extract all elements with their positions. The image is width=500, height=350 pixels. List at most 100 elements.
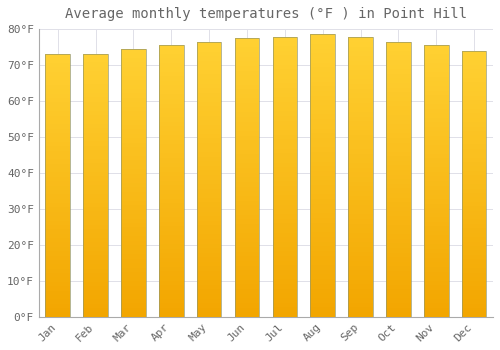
Bar [272,256,297,261]
Bar [121,107,146,111]
Bar [462,100,486,104]
Bar [462,74,486,78]
Bar [386,216,410,220]
Bar [386,92,410,97]
Bar [159,249,184,253]
Bar [348,238,373,242]
Bar [159,135,184,140]
Bar [462,273,486,277]
Bar [272,60,297,65]
Bar [310,218,335,223]
Bar [310,237,335,241]
Bar [272,219,297,223]
Bar [234,154,260,159]
Bar [46,120,70,124]
Bar [159,131,184,135]
Bar [234,117,260,122]
Bar [84,137,108,141]
Bar [462,158,486,162]
Bar [386,42,410,46]
Bar [159,44,184,317]
Bar [462,211,486,215]
Bar [424,91,448,95]
Bar [424,45,448,50]
Bar [159,72,184,76]
Bar [424,253,448,258]
Bar [121,236,146,241]
Bar [46,54,70,58]
Bar [234,224,260,229]
Bar [159,117,184,122]
Bar [348,303,373,308]
Bar [272,158,297,163]
Bar [310,232,335,237]
Bar [386,115,410,120]
Bar [272,97,297,102]
Bar [424,145,448,149]
Bar [310,246,335,251]
Bar [46,173,70,177]
Bar [159,253,184,258]
Bar [84,211,108,216]
Bar [462,197,486,202]
Bar [424,213,448,217]
Bar [84,124,108,128]
Bar [348,214,373,219]
Bar [310,133,335,138]
Bar [310,157,335,161]
Bar [46,142,70,146]
Bar [348,247,373,252]
Bar [234,266,260,270]
Bar [121,281,146,286]
Bar [197,65,222,70]
Bar [197,234,222,239]
Bar [348,233,373,238]
Bar [121,71,146,76]
Bar [310,105,335,110]
Bar [234,229,260,233]
Bar [159,262,184,267]
Bar [84,256,108,260]
Bar [159,172,184,176]
Bar [234,303,260,308]
Bar [310,86,335,91]
Bar [159,85,184,90]
Bar [310,53,335,58]
Bar [234,140,260,145]
Bar [272,37,297,41]
Bar [424,262,448,267]
Bar [348,266,373,270]
Bar [386,299,410,303]
Bar [197,289,222,294]
Bar [84,102,108,106]
Bar [462,69,486,74]
Bar [424,113,448,118]
Bar [159,185,184,190]
Bar [197,266,222,271]
Bar [462,228,486,233]
Bar [462,51,486,56]
Bar [46,124,70,129]
Bar [84,264,108,268]
Bar [46,260,70,264]
Bar [348,135,373,140]
Bar [348,107,373,112]
Bar [348,177,373,182]
Bar [234,261,260,266]
Bar [84,225,108,229]
Bar [84,242,108,247]
Bar [121,165,146,169]
Bar [462,246,486,251]
Bar [272,214,297,219]
Bar [272,153,297,158]
Bar [462,82,486,87]
Bar [84,260,108,264]
Bar [84,185,108,190]
Bar [46,194,70,199]
Bar [348,117,373,121]
Bar [84,181,108,185]
Bar [386,152,410,156]
Bar [348,159,373,163]
Bar [84,54,108,58]
Bar [84,268,108,273]
